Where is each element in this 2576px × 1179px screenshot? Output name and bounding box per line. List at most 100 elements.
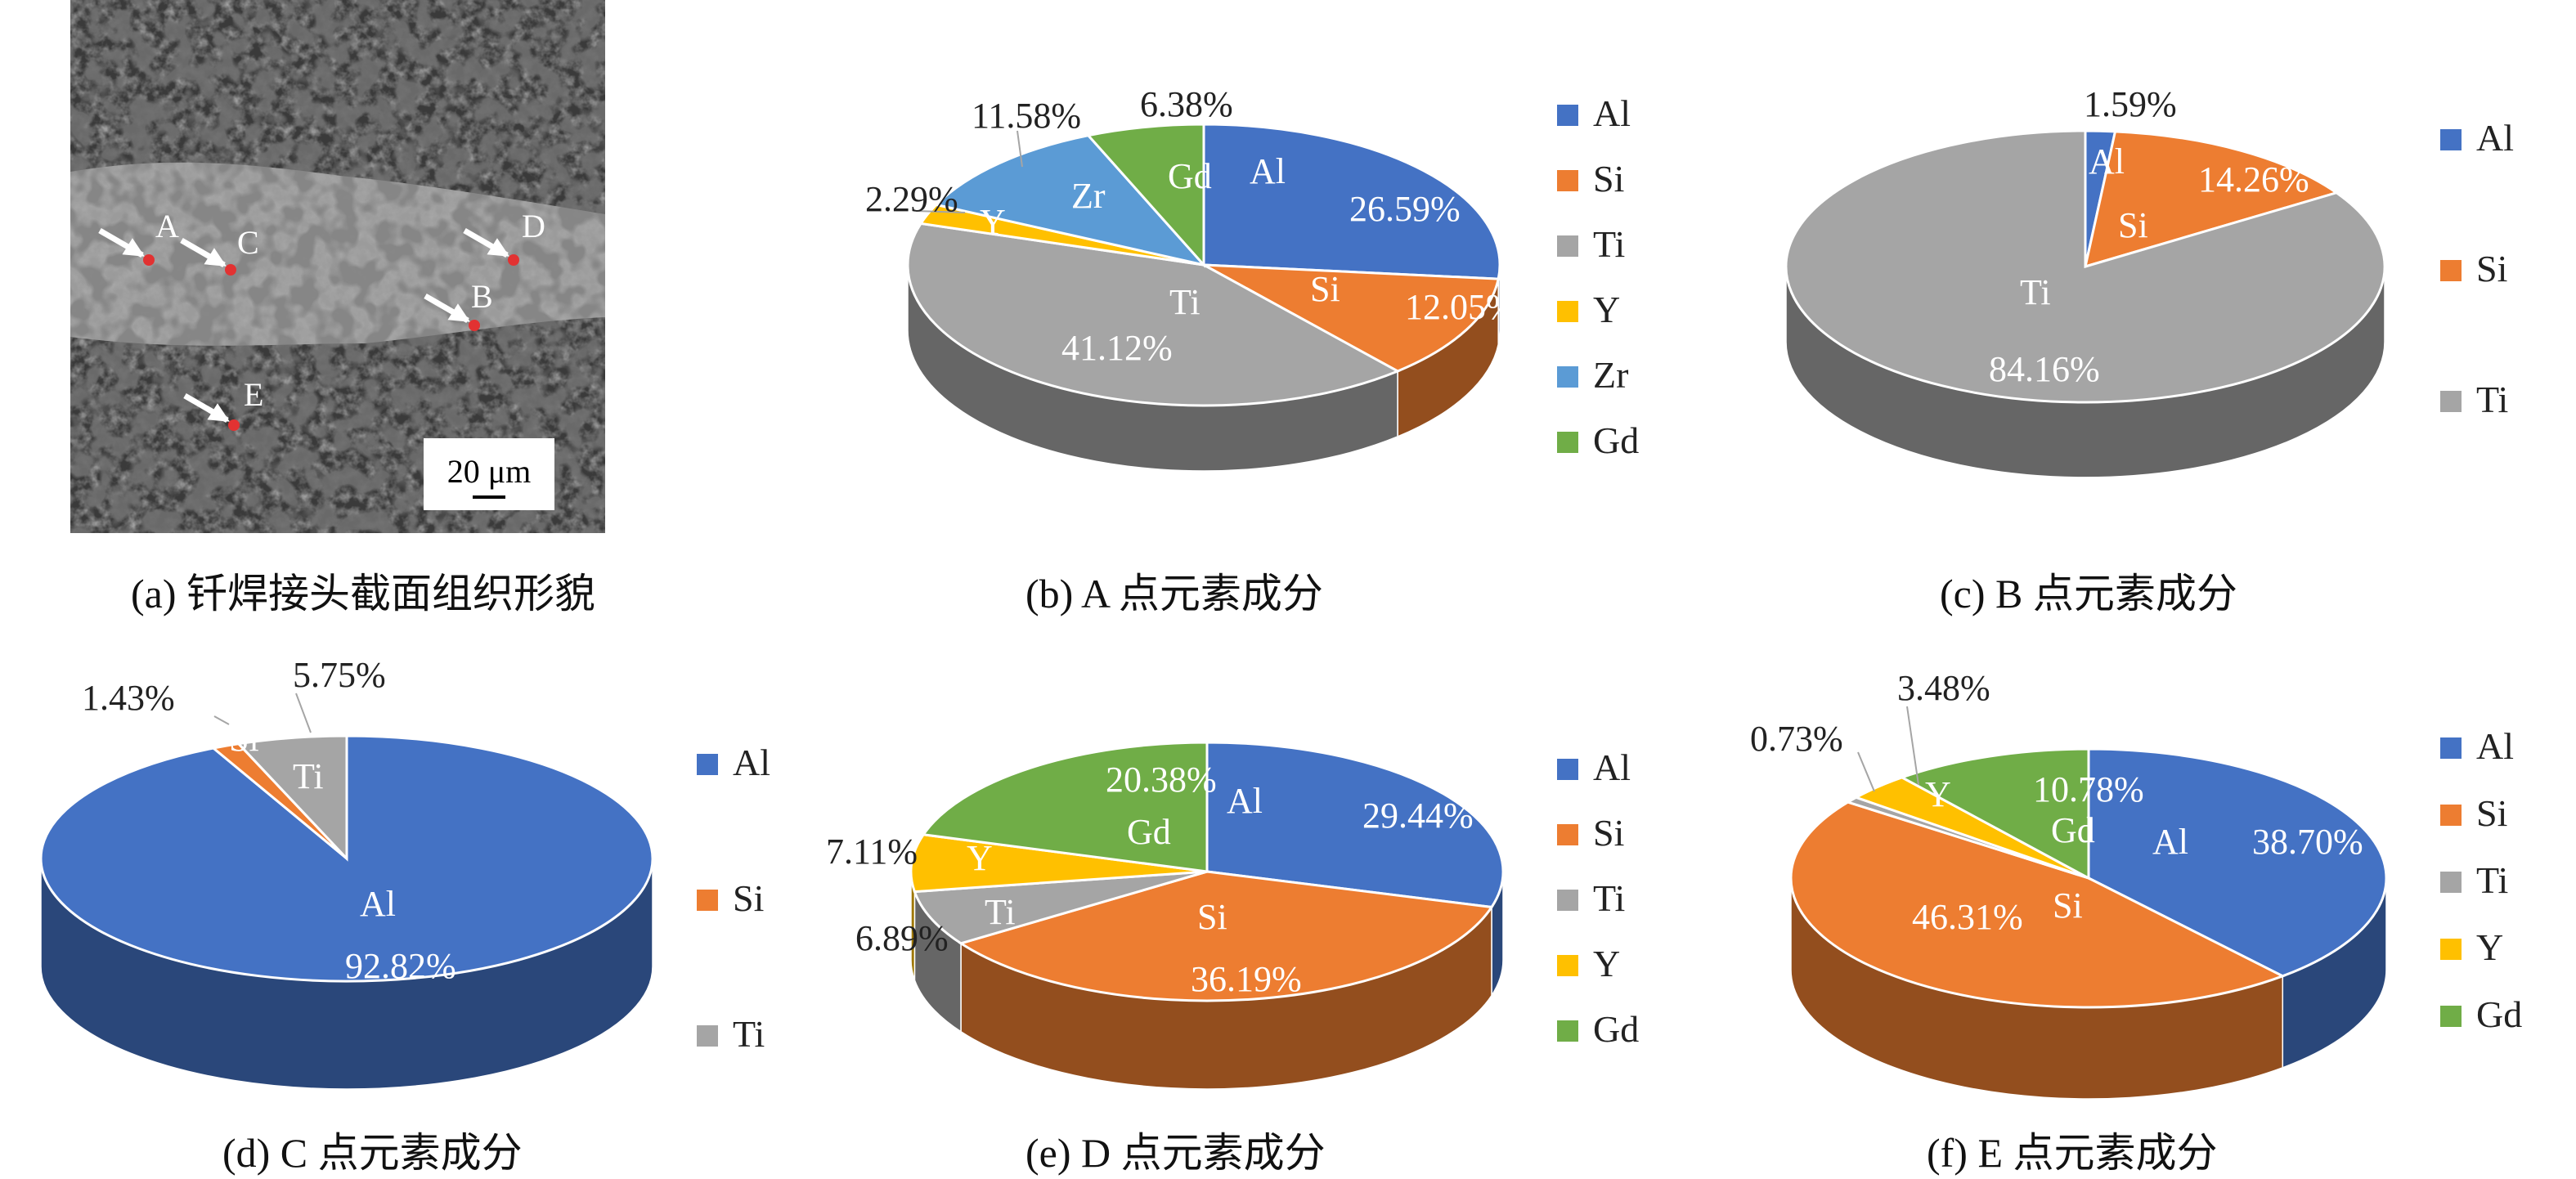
slice-name-si: Si xyxy=(2118,205,2148,245)
data-label-y: 3.48% xyxy=(1897,668,1990,708)
leader-line xyxy=(213,715,230,725)
legend-label-si: Si xyxy=(2476,792,2507,834)
data-label-zr: 11.58% xyxy=(972,96,1081,136)
slice-name-gd: Gd xyxy=(2051,810,2095,850)
legend-label-ti: Ti xyxy=(2476,379,2508,420)
slice-name-zr: Zr xyxy=(1071,176,1106,216)
legend-label-si: Si xyxy=(1593,158,1624,199)
legend-b: Al Si Ti xyxy=(2440,117,2514,420)
slice-name-si: Si xyxy=(229,719,259,759)
caption-a: (a) 钎焊接头截面组织形貌 xyxy=(131,571,595,616)
leader-line xyxy=(915,210,966,213)
data-label-si: 1.43% xyxy=(82,678,175,718)
legend-label-al: Al xyxy=(1593,746,1631,788)
legend-label-al: Al xyxy=(2476,725,2514,767)
legend-swatch-al xyxy=(1557,759,1578,780)
slice-name-al: Al xyxy=(360,884,396,924)
pie-chart-c: Al 92.82% Si 1.43% Ti 5.75% Al Si Ti xyxy=(39,655,770,1090)
slice-name-ti: Ti xyxy=(2020,272,2051,312)
legend-swatch-y xyxy=(2440,939,2462,960)
pie-slice-y xyxy=(909,833,1208,894)
micrograph-panel: A B C D E 20 μm xyxy=(70,0,605,533)
slice-name-al: Al xyxy=(2152,822,2188,862)
caption-c: (c) B 点元素成分 xyxy=(1940,571,2237,616)
legend-swatch-si xyxy=(2440,260,2462,281)
slice-name-gd: Gd xyxy=(1168,156,1212,196)
pie-slice-gd xyxy=(1899,747,2090,881)
point-marker-c: C xyxy=(180,224,259,276)
slice-name-gd: Gd xyxy=(1127,812,1171,852)
legend-label-gd: Gd xyxy=(1593,1008,1639,1050)
legend-label-al: Al xyxy=(2476,117,2514,159)
pie-slice-si xyxy=(2083,130,2340,269)
legend-swatch-zr xyxy=(1557,366,1578,388)
slice-name-si: Si xyxy=(1197,897,1227,937)
pie-slice-si xyxy=(1203,263,1501,373)
data-label-ti: 84.16% xyxy=(1989,349,2100,389)
slice-name-ti: Ti xyxy=(985,892,1016,932)
leader-line xyxy=(1857,751,1875,792)
legend-d: Al Si Ti Y Gd xyxy=(1557,746,1639,1050)
leader-line xyxy=(1906,706,1919,786)
legend-swatch-al xyxy=(2440,129,2462,150)
legend-swatch-y xyxy=(1557,955,1578,976)
slice-name-ti: Ti xyxy=(1784,773,1815,813)
data-label-ti: 0.73% xyxy=(1750,719,1843,759)
data-label-si: 46.31% xyxy=(1912,897,2023,937)
data-label-gd: 20.38% xyxy=(1106,760,1217,800)
pie-slice-al xyxy=(1202,123,1501,280)
legend-label-ti: Ti xyxy=(733,1013,765,1055)
data-label-al: 26.59% xyxy=(1349,189,1461,229)
legend-swatch-ti xyxy=(2440,872,2462,893)
legend-label-ti: Ti xyxy=(1593,877,1625,919)
pie-slice-ti xyxy=(913,870,1208,945)
pie-slice-ti xyxy=(1784,129,2386,404)
point-label-b: B xyxy=(471,278,493,315)
legend-label-ti: Ti xyxy=(1593,223,1625,265)
legend-label-ti: Ti xyxy=(2476,859,2508,901)
data-label-si: 12.05% xyxy=(1405,287,1516,327)
data-label-ti: 41.12% xyxy=(1061,328,1173,368)
legend-swatch-si xyxy=(697,890,718,911)
slice-name-ti: Ti xyxy=(1169,282,1200,322)
legend-label-y: Y xyxy=(2476,926,2503,968)
legend-swatch-al xyxy=(697,754,718,775)
legend-swatch-ti xyxy=(1557,890,1578,911)
slice-name-al: Al xyxy=(2089,141,2125,182)
slice-name-si: Si xyxy=(2053,885,2083,926)
point-label-d: D xyxy=(522,208,545,244)
legend-swatch-ti xyxy=(697,1025,718,1047)
scale-bar-label: 20 μm xyxy=(447,453,532,490)
pie-chart-a: Al 26.59% Si 12.05% Ti 41.12% Y 2.29% Zr 11.58% Gd… xyxy=(865,84,1639,472)
pie-slice-gd xyxy=(921,741,1209,873)
point-marker-d: D xyxy=(463,208,545,266)
data-label-ti: 6.89% xyxy=(855,918,949,958)
legend-a: Al Si Ti Y Zr Gd xyxy=(1557,92,1639,461)
micrograph-image: A B C D E 20 μm xyxy=(70,0,605,533)
point-label-e: E xyxy=(244,376,263,413)
pie-slice-ti xyxy=(236,734,348,862)
pie-chart-e: Al 38.70%Si46.31%Ti0.73%Y3.48%Gd10.78%AlS… xyxy=(1750,668,2522,1100)
data-label-y: 2.29% xyxy=(865,179,958,219)
pie-slice-al xyxy=(1205,741,1505,909)
data-label-ti: 5.75% xyxy=(293,655,386,695)
caption-e: (e) D 点元素成分 xyxy=(1025,1130,1326,1176)
legend-swatch-si xyxy=(1557,824,1578,845)
legend-label-si: Si xyxy=(733,877,764,919)
legend-label-y: Y xyxy=(1593,943,1620,984)
slice-name-y: Y xyxy=(967,838,993,878)
pie-slice-si xyxy=(1789,800,2287,1009)
legend-label-y: Y xyxy=(1593,289,1620,330)
pie-slice-ti xyxy=(906,222,1401,407)
legend-swatch-y xyxy=(1557,301,1578,322)
legend-swatch-si xyxy=(2440,805,2462,826)
data-label-si: 36.19% xyxy=(1191,959,1302,999)
pie-slice-gd xyxy=(1085,123,1205,268)
slice-name-al: Al xyxy=(1250,151,1286,191)
slice-name-al: Al xyxy=(1227,781,1263,821)
data-label-si: 14.26% xyxy=(2198,159,2309,199)
legend-label-gd: Gd xyxy=(1593,419,1639,461)
